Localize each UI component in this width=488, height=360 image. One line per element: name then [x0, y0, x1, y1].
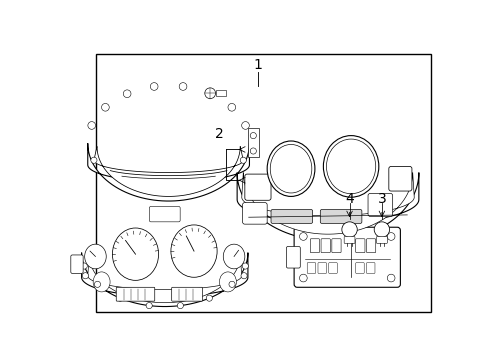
Circle shape	[250, 148, 256, 154]
FancyBboxPatch shape	[310, 239, 319, 253]
Circle shape	[150, 83, 158, 90]
Circle shape	[242, 263, 248, 269]
FancyBboxPatch shape	[331, 239, 341, 253]
FancyBboxPatch shape	[244, 174, 270, 200]
FancyBboxPatch shape	[376, 237, 386, 243]
FancyBboxPatch shape	[355, 239, 364, 253]
FancyBboxPatch shape	[344, 237, 354, 243]
Circle shape	[228, 281, 235, 287]
Circle shape	[123, 90, 131, 98]
FancyBboxPatch shape	[171, 287, 202, 301]
Circle shape	[206, 90, 213, 98]
FancyBboxPatch shape	[286, 247, 300, 268]
Polygon shape	[81, 253, 247, 306]
Circle shape	[241, 273, 246, 279]
Circle shape	[341, 222, 357, 237]
Text: 3: 3	[377, 192, 386, 206]
Circle shape	[91, 157, 97, 163]
Ellipse shape	[219, 272, 236, 292]
FancyBboxPatch shape	[270, 210, 312, 223]
Circle shape	[81, 263, 87, 269]
FancyBboxPatch shape	[328, 263, 337, 274]
FancyBboxPatch shape	[71, 255, 83, 274]
FancyBboxPatch shape	[293, 227, 400, 287]
Circle shape	[177, 302, 183, 309]
Circle shape	[299, 274, 306, 282]
FancyBboxPatch shape	[321, 239, 329, 253]
Circle shape	[227, 103, 235, 111]
Ellipse shape	[112, 228, 158, 280]
FancyBboxPatch shape	[320, 210, 361, 223]
Polygon shape	[241, 172, 413, 234]
Circle shape	[204, 88, 215, 99]
Ellipse shape	[323, 136, 378, 197]
FancyBboxPatch shape	[367, 193, 392, 216]
Circle shape	[88, 122, 95, 129]
Circle shape	[82, 273, 88, 279]
Circle shape	[179, 83, 186, 90]
Ellipse shape	[266, 141, 314, 197]
Ellipse shape	[326, 139, 375, 194]
Polygon shape	[94, 147, 243, 197]
Text: 1: 1	[253, 58, 262, 72]
Circle shape	[299, 233, 306, 240]
FancyBboxPatch shape	[366, 263, 374, 274]
Bar	[215, 90, 226, 96]
FancyBboxPatch shape	[149, 206, 180, 222]
Circle shape	[146, 302, 152, 309]
FancyBboxPatch shape	[116, 287, 154, 301]
Bar	[96, 54, 430, 312]
Text: 4: 4	[345, 192, 353, 206]
Polygon shape	[87, 255, 241, 303]
FancyBboxPatch shape	[388, 166, 411, 191]
Circle shape	[386, 233, 394, 240]
FancyBboxPatch shape	[306, 263, 315, 274]
FancyBboxPatch shape	[366, 239, 375, 253]
Circle shape	[386, 274, 394, 282]
Text: 2: 2	[215, 127, 224, 141]
Circle shape	[240, 157, 246, 163]
Circle shape	[94, 281, 101, 287]
FancyBboxPatch shape	[317, 263, 326, 274]
Ellipse shape	[84, 244, 106, 269]
Circle shape	[241, 122, 249, 129]
Circle shape	[206, 295, 212, 301]
Ellipse shape	[171, 225, 217, 277]
Circle shape	[117, 295, 123, 301]
Polygon shape	[237, 172, 418, 240]
Polygon shape	[87, 143, 249, 201]
Ellipse shape	[270, 144, 311, 193]
Circle shape	[373, 222, 389, 237]
Bar	[247, 128, 258, 157]
FancyBboxPatch shape	[355, 263, 364, 274]
Ellipse shape	[93, 272, 110, 292]
FancyBboxPatch shape	[242, 203, 266, 224]
Circle shape	[250, 132, 256, 139]
Circle shape	[102, 103, 109, 111]
Ellipse shape	[223, 244, 244, 269]
